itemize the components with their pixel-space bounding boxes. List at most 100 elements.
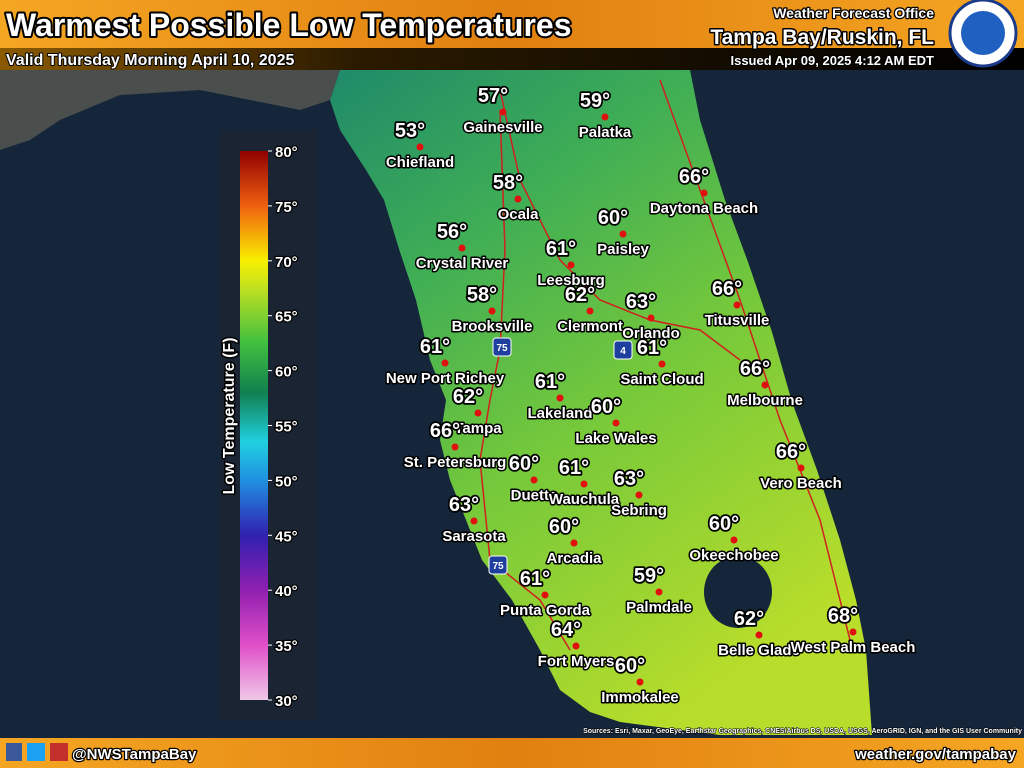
city-dot (849, 628, 857, 636)
office-label: Weather Forecast Office (773, 5, 934, 21)
city-temp: 60° (509, 453, 539, 475)
city-name: Palatka (579, 124, 632, 141)
website[interactable]: weather.gov/tampabay (853, 745, 1018, 765)
title: Warmest Possible Low Temperatures (6, 7, 572, 43)
city-temp: 62° (565, 284, 595, 306)
city-temp: 57° (478, 85, 508, 107)
colorbar (240, 151, 268, 700)
highway-number: 75 (492, 561, 504, 572)
city-temp: 66° (679, 166, 709, 188)
city-dot (636, 678, 644, 686)
city-name: St. Petersburg (404, 454, 507, 471)
city-name: West Palm Beach (791, 639, 916, 656)
city-name: New Port Richey (386, 370, 505, 387)
city-name: Clermont (557, 318, 623, 335)
colorbar-label: 80° (275, 144, 298, 161)
city-dot (601, 113, 609, 121)
city-name: Punta Gorda (500, 602, 591, 619)
city-temp: 60° (549, 516, 579, 538)
city-temp: 61° (535, 371, 565, 393)
city-dot (580, 480, 588, 488)
highway-number: 75 (496, 343, 508, 354)
colorbar-label: 40° (275, 583, 298, 600)
handle[interactable]: @NWSTampaBay (71, 745, 199, 765)
nws-logo-inner (961, 11, 1005, 55)
city-dot (570, 539, 578, 547)
city-name: Gainesville (463, 119, 542, 136)
city-name: Daytona Beach (650, 200, 758, 217)
city-dot (612, 419, 620, 427)
office: Tampa Bay/Ruskin, FL (710, 26, 934, 49)
city-temp: 61° (637, 337, 667, 359)
city-temp: 58° (467, 284, 497, 306)
city-dot (458, 244, 466, 252)
city-temp: 61° (520, 568, 550, 590)
city-dot (733, 301, 741, 309)
city-name: Immokalee (601, 689, 679, 706)
city-name: Vero Beach (760, 475, 842, 492)
city-name: Duette (511, 487, 558, 504)
city-name: Arcadia (546, 550, 602, 567)
city-name: Titusville (705, 312, 770, 329)
city-dot (586, 307, 594, 315)
city-dot (761, 381, 769, 389)
city-dot (470, 517, 478, 525)
city-name: Lakeland (527, 405, 592, 422)
city-dot (441, 359, 449, 367)
city-dot (499, 108, 507, 116)
lake-okeechobee (704, 556, 772, 628)
city-dot (658, 360, 666, 368)
city-temp: 61° (546, 238, 576, 260)
colorbar-label: 75° (275, 199, 298, 216)
road (479, 109, 571, 651)
city-name: Saint Cloud (620, 371, 703, 388)
city-temp: 60° (709, 513, 739, 535)
city-temp: 64° (551, 619, 581, 641)
city-temp: 66° (776, 441, 806, 463)
city-dot (567, 261, 575, 269)
city-temp: 62° (453, 386, 483, 408)
facebook-icon[interactable] (6, 743, 22, 761)
city-name: Ocala (498, 206, 540, 223)
city-temp: 53° (395, 120, 425, 142)
city-dot (700, 189, 708, 197)
city-dot (451, 443, 459, 451)
header-bar (0, 0, 1024, 48)
colorbar-label: 70° (275, 254, 298, 271)
city-temp: 63° (614, 468, 644, 490)
issued: Issued Apr 09, 2025 4:12 AM EDT (730, 53, 934, 68)
city-temp: 59° (634, 565, 664, 587)
city-temp: 68° (828, 605, 858, 627)
youtube-icon[interactable] (50, 743, 68, 761)
city-temp: 63° (449, 494, 479, 516)
city-dot (797, 464, 805, 472)
city-dot (416, 143, 424, 151)
highway-shield (613, 340, 633, 360)
city-temp: 66° (740, 358, 770, 380)
city-temp: 60° (615, 655, 645, 677)
land-north (0, 70, 340, 150)
city-name: Sebring (611, 502, 667, 519)
city-name: Tampa (454, 420, 502, 437)
city-dot (514, 195, 522, 203)
city-dot (474, 409, 482, 417)
road (659, 79, 851, 641)
city-name: Melbourne (727, 392, 803, 409)
city-name: Palmdale (626, 599, 692, 616)
city-dot (655, 588, 663, 596)
city-name: Orlando (622, 325, 680, 342)
city-name: Okeechobee (689, 547, 778, 564)
valid-time: Valid Thursday Morning April 10, 2025 (6, 52, 294, 69)
city-dot (730, 536, 738, 544)
city-temp: 58° (493, 172, 523, 194)
footer-bar (0, 738, 1024, 768)
valid-bar (0, 48, 1024, 70)
twitter-icon[interactable] (27, 743, 45, 761)
attribution: Sources: Esri, Maxar, GeoEye, Earthstar … (583, 728, 1022, 735)
city-temp: 60° (591, 396, 621, 418)
city-temp: 60° (598, 207, 628, 229)
city-temp: 63° (626, 291, 656, 313)
city-temp: 59° (580, 90, 610, 112)
colorbar-label: 30° (275, 693, 298, 710)
city-dot (530, 476, 538, 484)
